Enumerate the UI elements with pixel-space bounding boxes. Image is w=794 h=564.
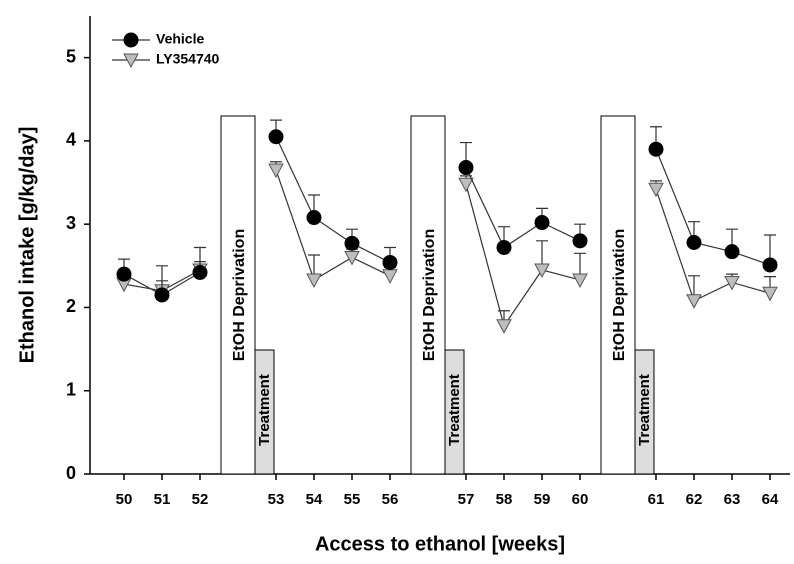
marker xyxy=(268,129,284,145)
y-tick-label: 3 xyxy=(66,213,76,233)
x-tick-label: 64 xyxy=(762,491,779,508)
marker xyxy=(724,275,740,291)
x-tick-label: 55 xyxy=(344,491,361,508)
marker xyxy=(154,287,170,303)
marker xyxy=(762,257,778,273)
x-tick-label: 50 xyxy=(116,491,133,508)
y-tick-label: 4 xyxy=(66,130,76,150)
x-tick-label: 51 xyxy=(154,491,171,508)
deprivation-label: EtOH Deprivation xyxy=(231,229,248,361)
deprivation-box xyxy=(410,115,446,475)
marker xyxy=(648,141,664,157)
marker xyxy=(496,319,512,334)
y-tick-label: 2 xyxy=(66,296,76,316)
marker xyxy=(534,263,550,279)
legend-label: LY354740 xyxy=(156,51,220,67)
x-tick-label: 59 xyxy=(534,491,551,508)
treatment-box xyxy=(254,349,275,475)
deprivation-label: EtOH Deprivation xyxy=(421,229,438,361)
treatment-label: Treatment xyxy=(256,374,273,446)
x-tick-label: 56 xyxy=(382,491,399,508)
x-tick-label: 62 xyxy=(686,491,703,508)
treatment-label: Treatment xyxy=(446,374,463,446)
marker xyxy=(192,264,208,280)
x-tick-label: 63 xyxy=(724,491,741,508)
marker xyxy=(344,250,360,266)
marker xyxy=(496,239,512,255)
marker xyxy=(268,163,284,179)
x-tick-label: 53 xyxy=(268,491,285,508)
marker xyxy=(116,266,132,282)
legend-marker xyxy=(123,53,139,69)
marker xyxy=(344,235,360,251)
y-axis-label: Ethanol intake [g/kg/day] xyxy=(16,127,38,364)
deprivation-box xyxy=(220,115,256,475)
x-tick-label: 57 xyxy=(458,491,475,508)
marker xyxy=(306,210,322,226)
marker xyxy=(458,160,474,176)
marker xyxy=(686,235,702,251)
marker xyxy=(382,269,398,284)
marker xyxy=(306,273,322,289)
marker xyxy=(572,233,588,249)
deprivation-box xyxy=(600,115,636,475)
x-axis-label: Access to ethanol [weeks] xyxy=(315,533,565,555)
marker xyxy=(382,254,398,270)
y-tick-label: 5 xyxy=(66,46,76,66)
deprivation-label: EtOH Deprivation xyxy=(611,229,628,361)
x-tick-label: 52 xyxy=(192,491,209,508)
marker xyxy=(534,215,550,231)
x-tick-label: 60 xyxy=(572,491,589,508)
treatment-box xyxy=(444,349,465,475)
marker xyxy=(762,286,778,302)
legend-marker xyxy=(123,32,139,48)
marker xyxy=(572,273,588,289)
treatment-box xyxy=(634,349,655,475)
y-tick-label: 0 xyxy=(66,463,76,483)
x-tick-label: 54 xyxy=(306,491,323,508)
x-tick-label: 61 xyxy=(648,491,665,508)
marker xyxy=(458,177,474,193)
legend-label: Vehicle xyxy=(156,31,204,47)
x-tick-label: 58 xyxy=(496,491,513,508)
treatment-label: Treatment xyxy=(636,374,653,446)
marker xyxy=(648,182,664,198)
marker xyxy=(686,294,702,309)
marker xyxy=(724,244,740,260)
y-tick-label: 1 xyxy=(66,379,76,399)
